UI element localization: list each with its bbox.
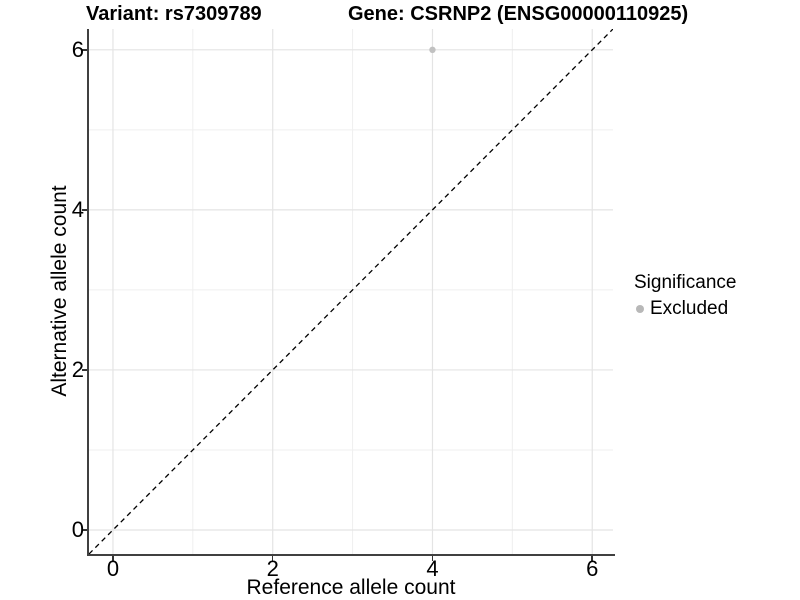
data-point-excluded (429, 46, 436, 54)
y-axis-line (87, 29, 89, 556)
y-tick-mark (82, 209, 87, 211)
x-tick-label: 6 (586, 556, 599, 581)
legend: Significance Excluded (629, 271, 736, 321)
x-tick-mark (271, 556, 274, 561)
y-tick-mark (82, 529, 87, 531)
plot-panel-canvas (89, 29, 613, 554)
legend-key-dot-icon (636, 305, 644, 313)
x-tick-label: 4 (426, 556, 439, 581)
identity-dashed-line (89, 29, 613, 554)
y-tick-label: 0 (71, 516, 84, 542)
legend-items: Excluded (629, 297, 736, 321)
y-tick-label: 4 (71, 196, 84, 222)
variant-title: Variant: rs7309789 (86, 3, 262, 25)
x-axis-line (87, 554, 615, 556)
y-tick-label: 2 (71, 356, 84, 382)
legend-item-excluded: Excluded (629, 297, 736, 321)
x-tick-mark (112, 556, 114, 561)
x-tick-label: 0 (106, 556, 120, 581)
gene-title: Gene: CSRNP2 (ENSG00000110925) (348, 3, 689, 25)
x-tick-mark (591, 556, 593, 561)
y-tick-mark (82, 49, 87, 51)
y-tick-mark (82, 369, 87, 371)
x-tick-label: 2 (266, 556, 279, 581)
y-tick-label: 6 (71, 36, 84, 62)
x-axis-label: Reference allele count (246, 576, 456, 599)
legend-title: Significance (634, 272, 737, 293)
legend-item-label: Excluded (650, 298, 729, 319)
y-axis-label: Alternative allele count (48, 185, 71, 397)
x-tick-mark (431, 556, 434, 561)
